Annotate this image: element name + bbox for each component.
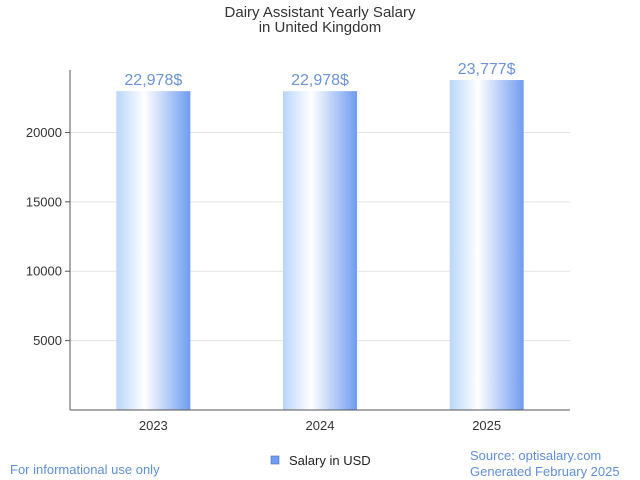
bars bbox=[116, 80, 524, 410]
y-tick-label: 15000 bbox=[26, 194, 62, 209]
generated-date: Generated February 2025 bbox=[470, 464, 620, 479]
legend-label: Salary in USD bbox=[289, 453, 371, 468]
bar-2023 bbox=[116, 91, 191, 410]
source-link[interactable]: Source: optisalary.com bbox=[470, 448, 602, 463]
x-tick-label-2025: 2025 bbox=[472, 418, 501, 433]
data-label-2023: 22,978$ bbox=[124, 72, 182, 89]
data-label-2025: 23,777$ bbox=[458, 61, 516, 78]
y-tick-label: 20000 bbox=[26, 125, 62, 140]
footer-info: Source: optisalary.com Generated Februar… bbox=[470, 448, 620, 480]
y-tick-label: 10000 bbox=[26, 264, 62, 279]
data-label-2024: 22,978$ bbox=[291, 72, 349, 89]
x-tick-label-2024: 2024 bbox=[306, 418, 335, 433]
bar-2024 bbox=[283, 91, 357, 410]
bar-2025 bbox=[449, 80, 524, 410]
labels: 5000 10000 15000 20000 22,978$ 2023 22,978$ 202… bbox=[26, 61, 516, 433]
chart-title-line-2: in United Kingdom bbox=[259, 19, 382, 36]
y-tick-label: 5000 bbox=[33, 333, 62, 348]
chart-title-line-1: Dairy Assistant Yearly Salary bbox=[225, 4, 416, 21]
x-tick-label-2023: 2023 bbox=[139, 418, 168, 433]
disclaimer-text: For informational use only bbox=[10, 462, 160, 477]
legend-swatch bbox=[270, 455, 280, 465]
